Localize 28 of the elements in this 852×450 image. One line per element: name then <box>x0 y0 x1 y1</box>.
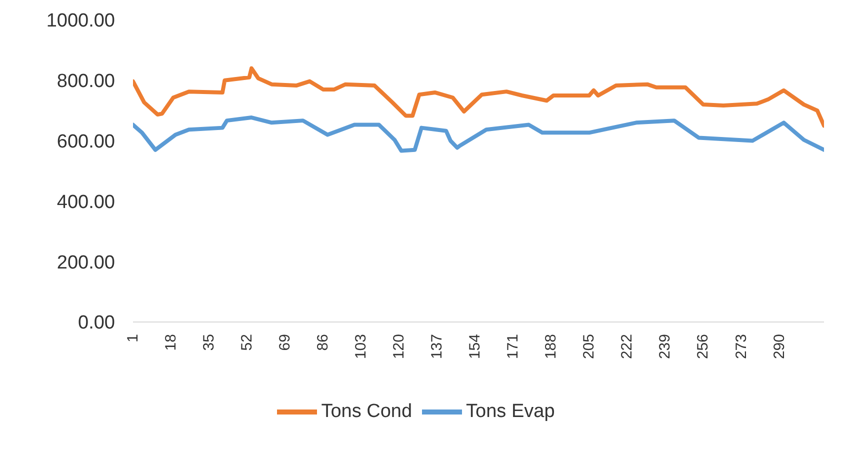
x-tick-label: 188 <box>542 334 560 360</box>
legend-label: Tons Cond <box>321 401 412 422</box>
x-tick-label: 256 <box>694 334 712 360</box>
x-tick-label: 222 <box>618 334 636 360</box>
y-tick-label: 1000.00 <box>46 10 115 32</box>
x-tick-label: 120 <box>390 334 408 360</box>
y-tick-label: 600.00 <box>56 132 115 153</box>
x-tick-label: 154 <box>466 334 484 360</box>
x-tick-label: 205 <box>580 334 598 360</box>
y-tick-label: 800.00 <box>56 71 115 92</box>
x-tick-label: 86 <box>314 334 332 351</box>
x-tick-label: 171 <box>504 334 522 360</box>
x-tick-label: 1 <box>124 334 142 342</box>
y-tick-label: 200.00 <box>56 252 115 274</box>
line-series <box>133 116 824 153</box>
x-tick-label: 290 <box>770 334 788 360</box>
legend-label: Tons Evap <box>466 401 555 422</box>
y-tick-label: 0.00 <box>78 312 115 334</box>
x-tick-label: 137 <box>428 334 446 360</box>
line-series <box>133 66 824 128</box>
y-tick-label: 400.00 <box>56 192 115 213</box>
x-tick-label: 273 <box>732 334 750 360</box>
x-tick-label: 35 <box>200 334 218 351</box>
x-tick-label: 52 <box>238 334 256 351</box>
x-tick-label: 239 <box>656 334 674 360</box>
x-tick-label: 69 <box>276 334 294 351</box>
x-tick-label: 103 <box>352 334 370 360</box>
x-tick-label: 18 <box>162 334 180 351</box>
